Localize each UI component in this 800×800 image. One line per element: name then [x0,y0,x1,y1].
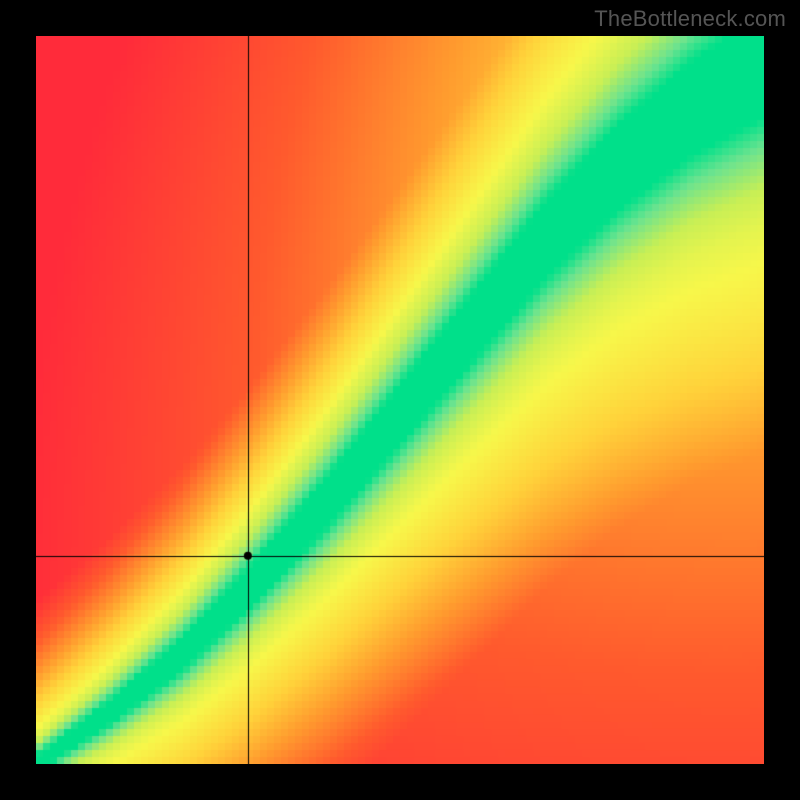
watermark-text: TheBottleneck.com [594,6,786,32]
bottleneck-heatmap [36,36,764,764]
chart-container: TheBottleneck.com [0,0,800,800]
